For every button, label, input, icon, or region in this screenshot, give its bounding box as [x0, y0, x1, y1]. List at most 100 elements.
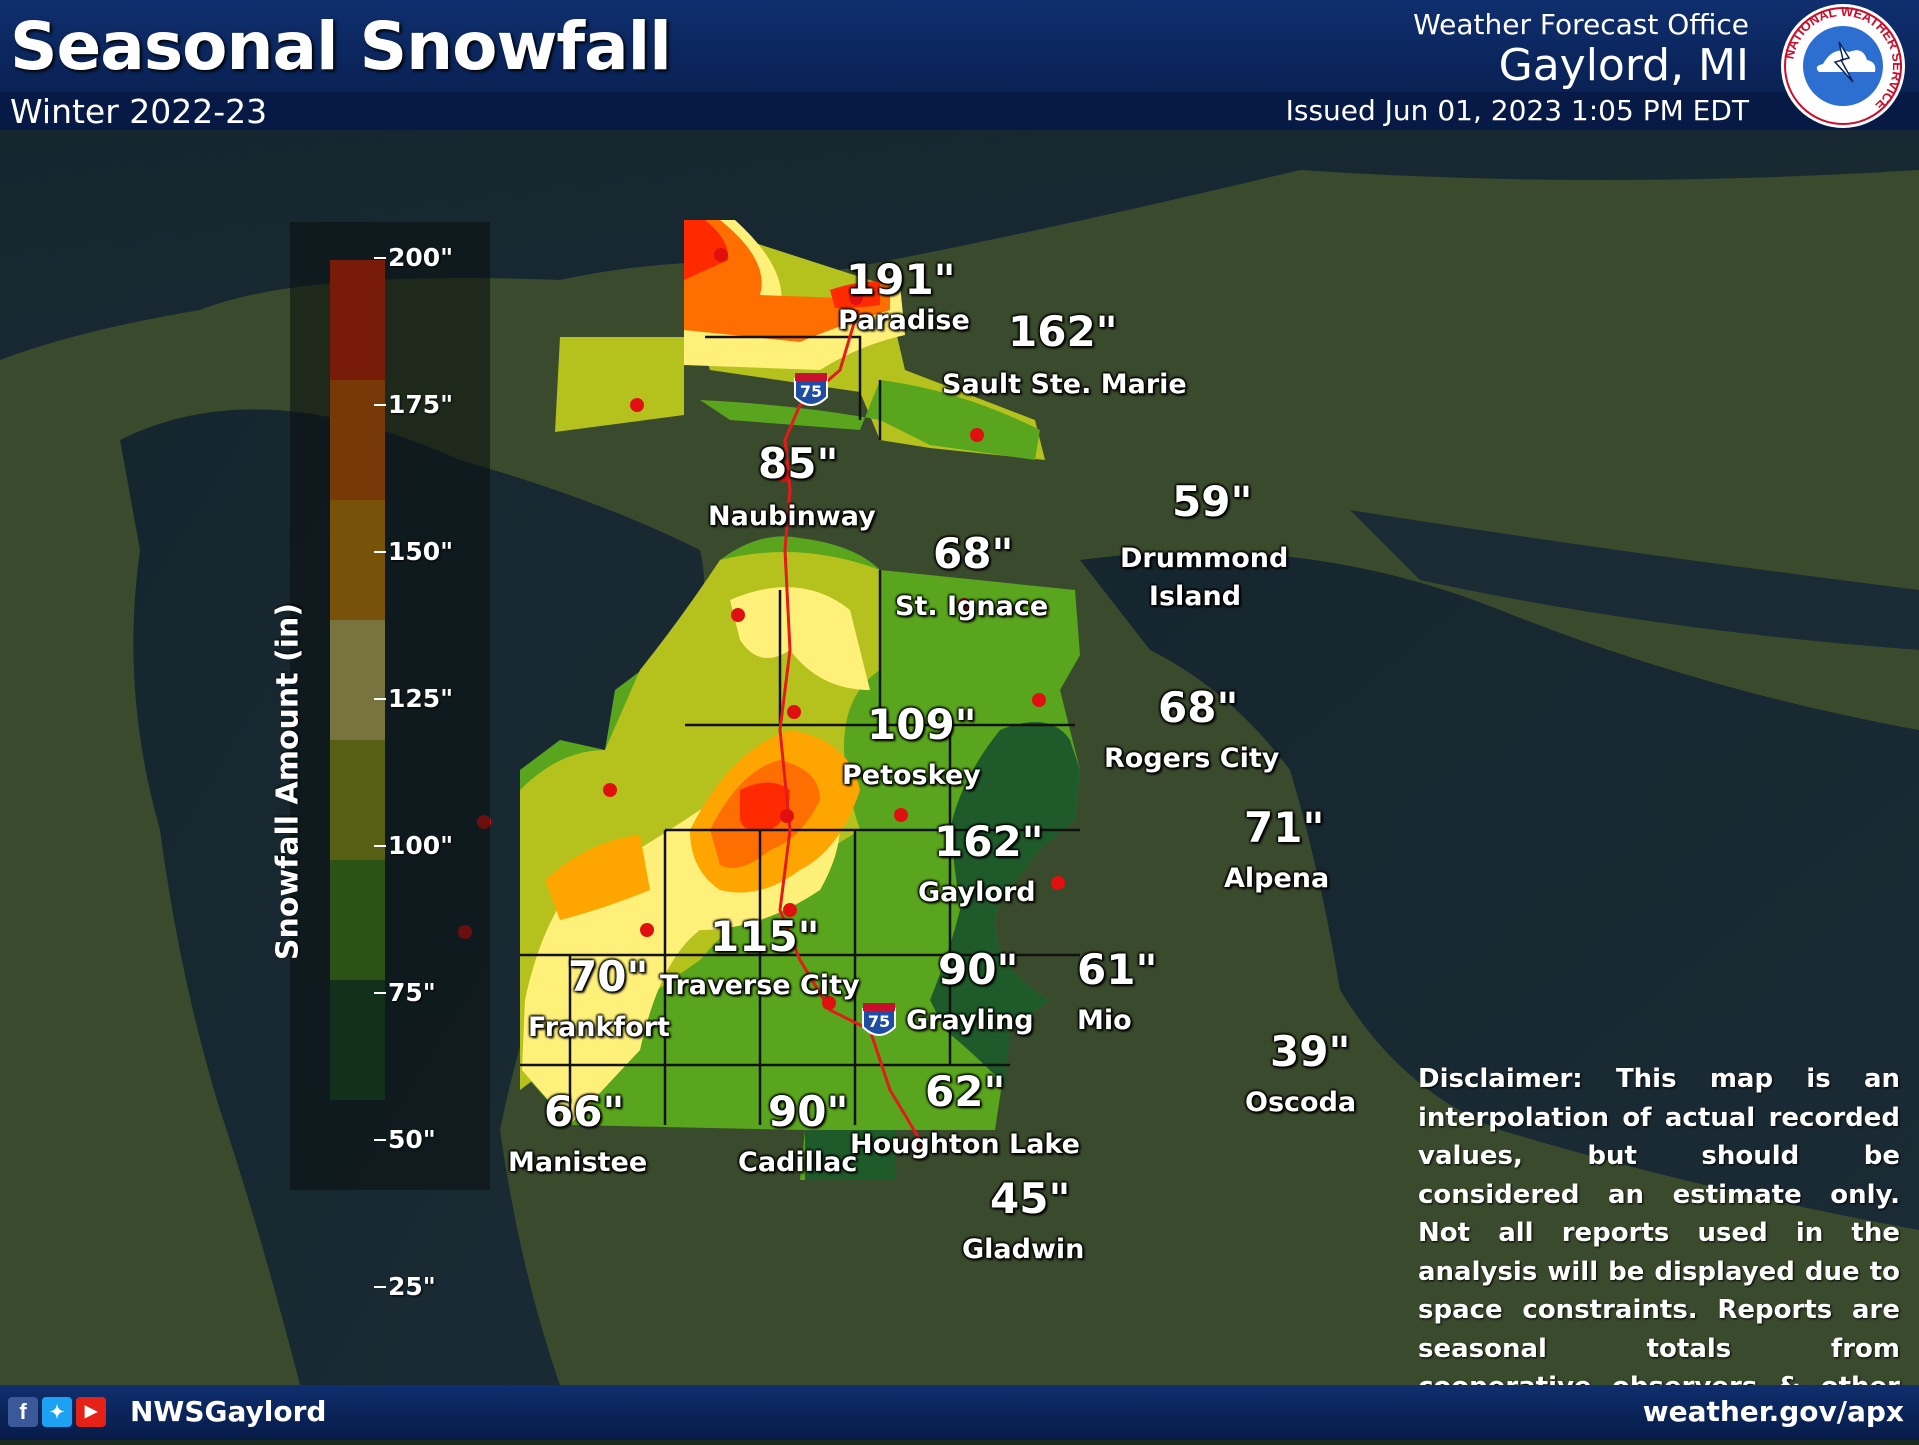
station-rogers-city: 68" Rogers City: [1104, 686, 1279, 774]
legend-tick-100: 100": [373, 831, 454, 860]
legend-title-text: Snowfall Amount (in): [270, 602, 306, 961]
station-value: 45": [990, 1174, 1071, 1223]
social-handle[interactable]: NWSGaylord: [130, 1395, 327, 1428]
station-name: Traverse City: [660, 970, 860, 1001]
station-name: Rogers City: [1104, 743, 1280, 774]
map-title: Seasonal Snowfall: [10, 8, 672, 85]
zone-gaylord-175: [740, 782, 790, 832]
station-name: Paradise: [838, 305, 970, 336]
station-name: Alpena: [1224, 863, 1330, 894]
station-name: Naubinway: [708, 501, 876, 532]
station-name: Gladwin: [962, 1234, 1085, 1265]
zone-tc-125: [545, 835, 650, 920]
lake-superior: [0, 130, 1919, 360]
station-name: Frankfort: [528, 1012, 670, 1043]
station-dot-traverse: [603, 783, 617, 797]
zone-alpena-low: [950, 722, 1080, 910]
interstate-number: 75: [800, 382, 822, 401]
legend-tick-25: 25": [374, 1272, 436, 1301]
zone-eup-green: [700, 380, 1040, 460]
station-dot-oscoda: [1051, 876, 1065, 890]
station-alpena: 71" Alpena: [1224, 806, 1329, 894]
i75-shield-south: 75: [862, 1003, 896, 1036]
station-value: 191": [846, 255, 956, 304]
station-drummond-island: 59" Drummond Island: [1120, 477, 1288, 616]
youtube-icon[interactable]: ▶: [76, 1397, 106, 1427]
station-value: 68": [1158, 683, 1239, 732]
station-name: Cadillac: [738, 1147, 858, 1178]
station-name: Houghton Lake: [850, 1129, 1080, 1160]
station-dot-houghton: [783, 903, 797, 917]
station-value: 90": [938, 945, 1019, 994]
station-value: 61": [1077, 945, 1158, 994]
station-name: Oscoda: [1245, 1087, 1357, 1118]
station-houghton-lake: 62" Houghton Lake: [850, 1070, 1080, 1160]
issued-timestamp: Issued Jun 01, 2023 1:05 PM EDT: [1285, 94, 1749, 127]
station-dot-naubinway: [630, 398, 644, 412]
station-dot-cadillac: [640, 923, 654, 937]
legend-tick-175: 175": [373, 390, 454, 419]
station-value: 39": [1270, 1027, 1351, 1076]
station-naubinway: 85" Naubinway: [708, 442, 876, 532]
zone-oscoda-25: [930, 900, 1050, 1085]
station-gladwin: 45" Gladwin: [962, 1177, 1084, 1265]
header-bar: Seasonal Snowfall Winter 2022-23 Weather…: [0, 0, 1919, 131]
station-value: 85": [758, 439, 839, 488]
facebook-icon[interactable]: f: [8, 1397, 38, 1427]
station-sault-ste-marie: 162": [1008, 310, 1118, 354]
station-value: 68": [933, 529, 1014, 578]
station-dot-gladwin: [822, 996, 836, 1010]
station-name: Mio: [1077, 1005, 1132, 1036]
office-label: Weather Forecast Office: [1413, 8, 1749, 41]
legend-tick-125: 125": [373, 684, 454, 713]
interstate-number: 75: [868, 1012, 890, 1031]
station-value: 59": [1172, 477, 1253, 526]
station-name: St. Ignace: [895, 591, 1049, 622]
twitter-icon[interactable]: ✦: [42, 1397, 72, 1427]
station-dot-drummond: [970, 428, 984, 442]
station-dot-mio: [894, 808, 908, 822]
station-value: 70": [568, 952, 649, 1001]
station-dot-stignace: [776, 468, 790, 482]
station-traverse-city: 115" Traverse City: [660, 915, 860, 1001]
station-value: 90": [768, 1087, 849, 1136]
county-lines: [520, 335, 1080, 1125]
station-value: 109": [867, 700, 977, 749]
snowfall-map: 75 75: [0, 130, 1919, 1385]
station-value: 71": [1244, 803, 1325, 852]
station-gaylord: 162" Gaylord: [918, 820, 1044, 908]
station-dot-petoskey: [731, 608, 745, 622]
zone-eup-175: [684, 220, 729, 280]
station-st-ignace: 68" St. Ignace: [895, 532, 1048, 622]
map-subtitle: Winter 2022-23: [10, 92, 268, 131]
station-name: Sault Ste. Marie: [942, 369, 1187, 400]
station-value: 162": [934, 817, 1044, 866]
legend-tick-50: 50": [374, 1125, 436, 1154]
legend-tick-75: 75": [374, 978, 436, 1007]
header-substrip: [0, 92, 1919, 130]
lake-huron: [1080, 551, 1919, 1230]
social-links: f ✦ ▶: [8, 1397, 106, 1427]
station-value: 115": [710, 912, 820, 961]
station-manistee: 66" Manistee: [508, 1090, 647, 1178]
station-oscoda: 39" Oscoda: [1245, 1030, 1356, 1118]
zone-eup-150: [684, 220, 890, 342]
station-value: 162": [1008, 307, 1118, 356]
legend-tick-150: 150": [373, 537, 454, 566]
zone-gladwin-25: [805, 1130, 895, 1180]
station-value: 66": [544, 1087, 625, 1136]
station-sault-label: Sault Ste. Marie: [942, 370, 1187, 400]
zone-petoskey-100: [730, 587, 870, 690]
footer-bar: f ✦ ▶ NWSGaylord weather.gov/apx: [0, 1385, 1919, 1440]
station-name: Petoskey: [842, 760, 981, 791]
legend-panel: [290, 222, 490, 1190]
station-dot-gaylord: [787, 705, 801, 719]
station-dot-sault: [849, 291, 863, 305]
interstate-75-route: [778, 309, 922, 1160]
station-paradise: 191" Paradise: [838, 258, 970, 336]
station-value: 62": [925, 1067, 1006, 1116]
i75-shield-north: 75: [794, 373, 828, 406]
office-city: Gaylord, MI: [1498, 40, 1749, 91]
station-mio: 61" Mio: [1077, 948, 1157, 1036]
website-link[interactable]: weather.gov/apx: [1642, 1395, 1904, 1428]
